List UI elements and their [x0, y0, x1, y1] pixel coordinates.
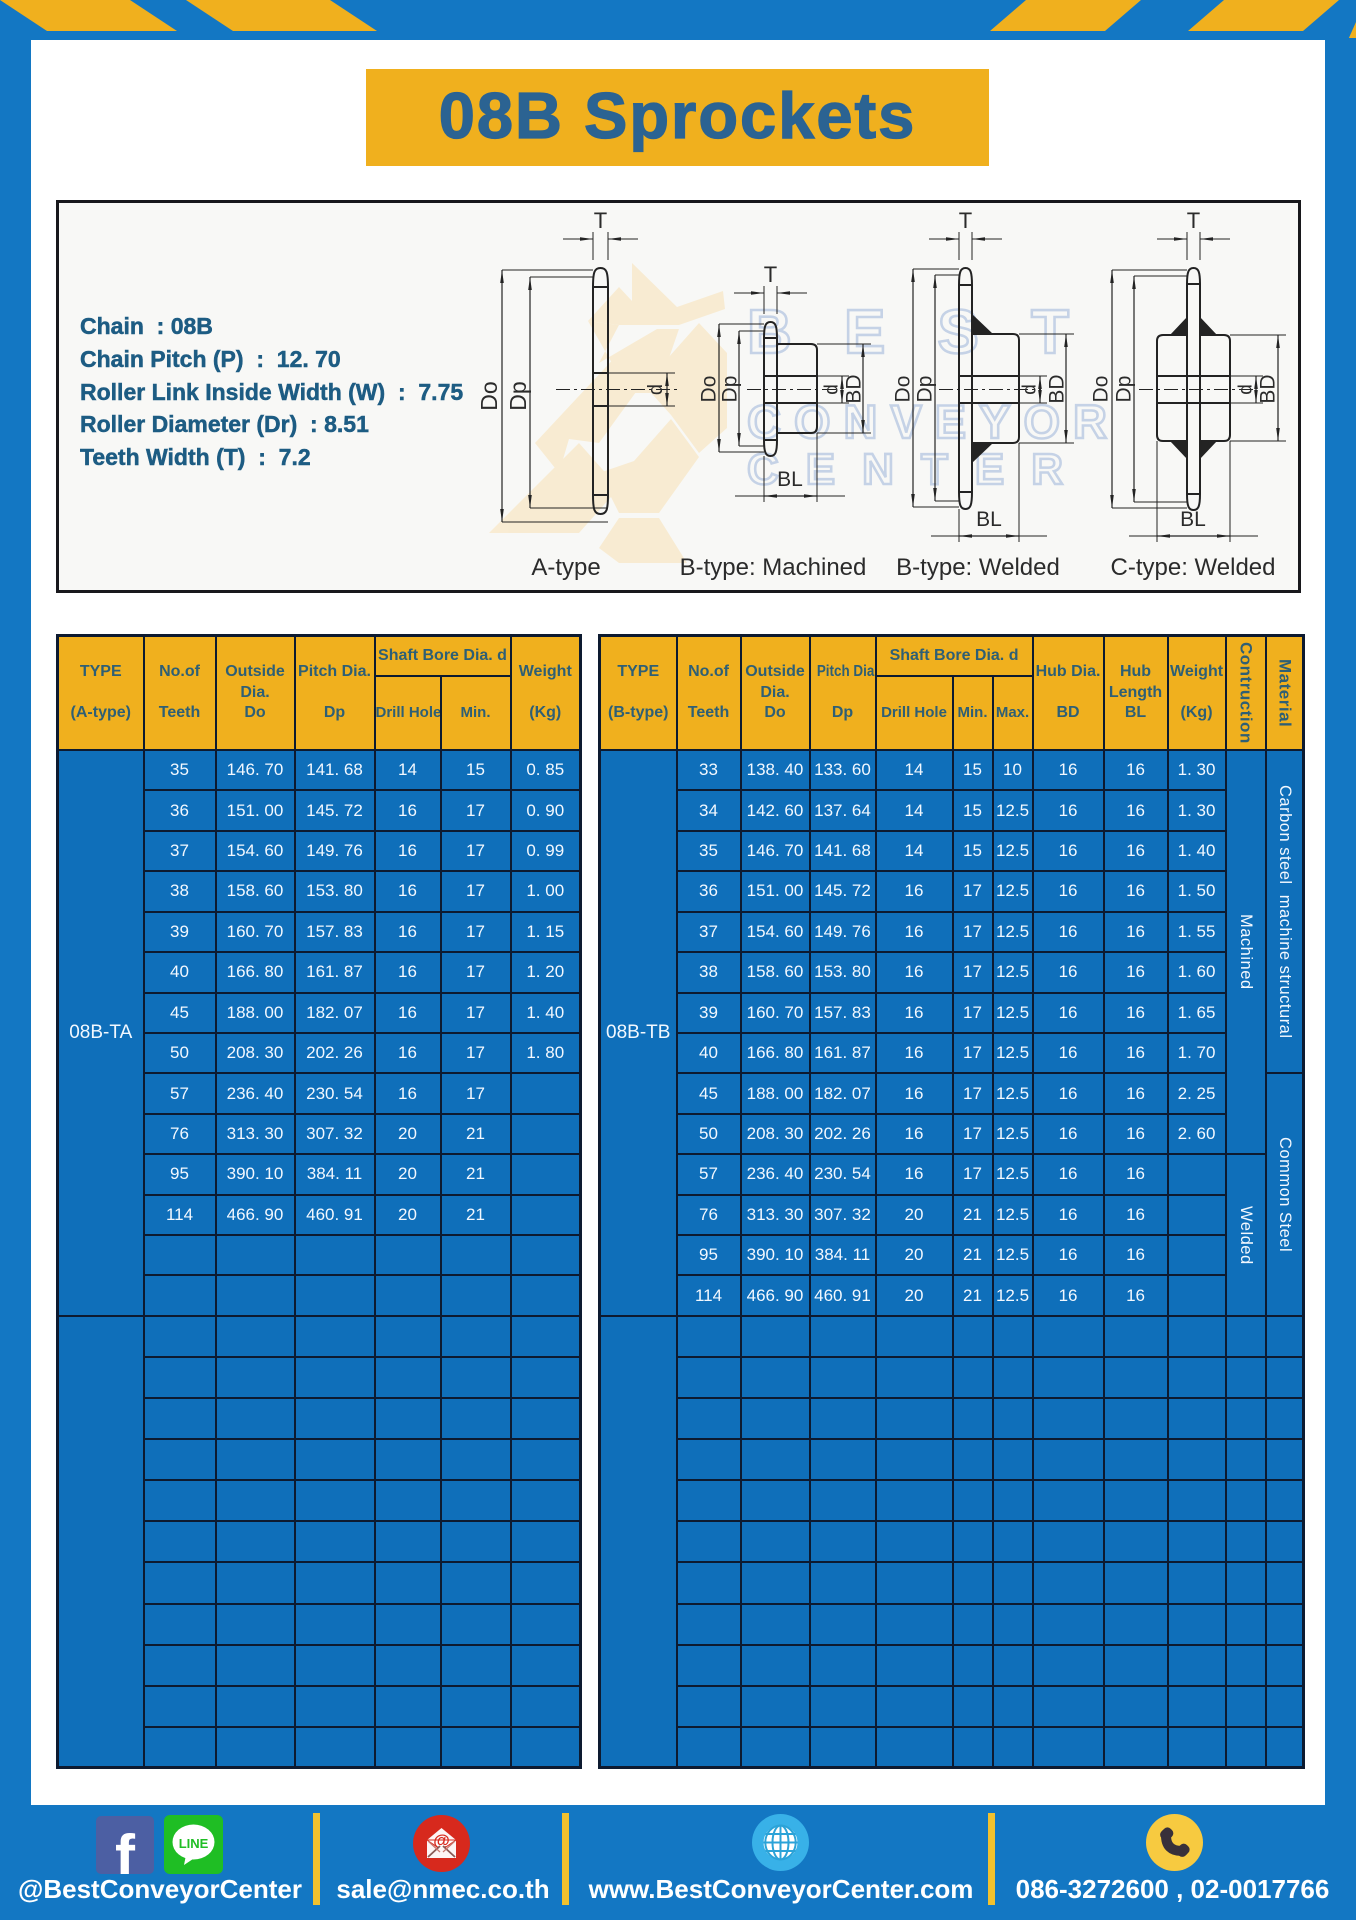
svg-text:BL: BL: [1180, 508, 1206, 531]
svg-text:T: T: [959, 208, 972, 233]
svg-text:C-type: Welded: C-type: Welded: [1111, 554, 1276, 581]
svg-text:LINE: LINE: [179, 1836, 209, 1851]
svg-text:d: d: [1020, 384, 1041, 395]
svg-text:A-type: A-type: [531, 554, 600, 581]
svg-text:Dp: Dp: [505, 381, 531, 410]
svg-text:d: d: [822, 384, 843, 395]
svg-text:T: T: [1187, 208, 1200, 233]
svg-text:Dp: Dp: [718, 376, 741, 403]
svg-text:Do: Do: [476, 381, 502, 410]
svg-text:Dp: Dp: [1112, 376, 1135, 403]
svg-text:@: @: [433, 1831, 450, 1850]
svg-text:Dp: Dp: [913, 376, 936, 403]
svg-text:Do: Do: [891, 376, 914, 403]
svg-text:BD: BD: [842, 374, 865, 403]
svg-text:Do: Do: [1089, 376, 1112, 403]
svg-text:Do: Do: [697, 376, 720, 403]
svg-text:T: T: [594, 208, 607, 233]
svg-text:B-type: Welded: B-type: Welded: [896, 554, 1060, 581]
svg-text:BEST: BEST: [747, 298, 1077, 367]
svg-text:BL: BL: [976, 508, 1002, 531]
svg-text:T: T: [764, 262, 777, 287]
svg-text:d: d: [1236, 384, 1257, 395]
svg-text:BD: BD: [1256, 374, 1279, 403]
svg-text:d: d: [645, 384, 667, 395]
svg-text:BL: BL: [777, 468, 803, 491]
svg-text:B-type: Machined: B-type: Machined: [680, 554, 867, 581]
svg-text:BD: BD: [1045, 374, 1068, 403]
